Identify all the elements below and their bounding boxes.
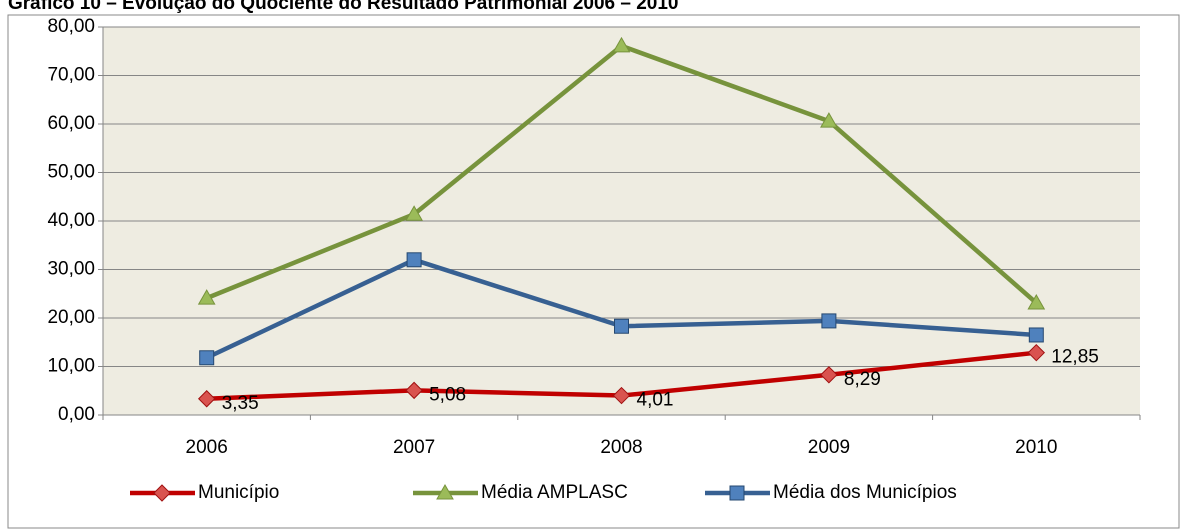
x-tick-label: 2007 bbox=[393, 437, 435, 458]
x-tick-label: 2010 bbox=[1015, 437, 1057, 458]
data-point bbox=[1027, 293, 1046, 310]
y-tick-label: 50,00 bbox=[47, 162, 95, 183]
legend-label: Município bbox=[198, 482, 279, 503]
y-tick-label: 70,00 bbox=[47, 65, 95, 86]
y-tick-label: 40,00 bbox=[47, 210, 95, 231]
x-tick-label: 2009 bbox=[808, 437, 850, 458]
y-tick-label: 30,00 bbox=[47, 259, 95, 280]
data-label: 3,35 bbox=[222, 393, 259, 414]
legend-label: Média dos Municípios bbox=[773, 482, 957, 503]
data-point bbox=[405, 205, 423, 221]
x-tick-label: 2006 bbox=[186, 437, 228, 458]
data-label: 12,85 bbox=[1051, 347, 1099, 368]
legend-marker bbox=[436, 483, 454, 500]
data-point bbox=[197, 390, 216, 408]
y-tick-label: 0,00 bbox=[58, 404, 95, 425]
legend-marker bbox=[153, 484, 171, 502]
data-label: 8,29 bbox=[844, 369, 881, 390]
data-point bbox=[197, 289, 216, 305]
y-tick-label: 80,00 bbox=[47, 16, 95, 37]
y-tick-label: 10,00 bbox=[47, 356, 95, 377]
data-point bbox=[821, 313, 837, 329]
data-point bbox=[1027, 343, 1046, 362]
data-point bbox=[1028, 327, 1044, 343]
data-point bbox=[612, 386, 631, 405]
y-tick-label: 20,00 bbox=[47, 307, 95, 328]
data-label: 5,08 bbox=[429, 384, 466, 405]
legend-label: Média AMPLASC bbox=[481, 482, 628, 503]
data-point bbox=[820, 366, 838, 384]
chart-title: Gráfico 10 – Evolução do Quociente do Re… bbox=[8, 0, 679, 14]
data-label: 4,01 bbox=[637, 390, 674, 411]
y-tick-label: 60,00 bbox=[47, 113, 95, 134]
data-point bbox=[406, 252, 422, 268]
data-point bbox=[614, 318, 629, 334]
data-point bbox=[199, 350, 215, 366]
data-point bbox=[405, 381, 423, 400]
legend-marker bbox=[729, 485, 745, 501]
x-tick-label: 2008 bbox=[600, 437, 642, 458]
data-point bbox=[820, 112, 838, 128]
data-point bbox=[612, 36, 631, 53]
